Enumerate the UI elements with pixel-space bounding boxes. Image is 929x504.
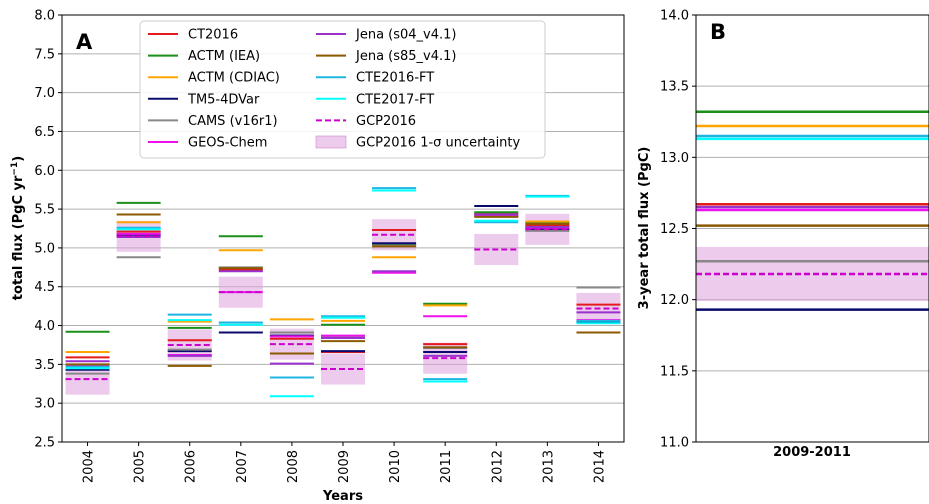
panel-b-y-axis-label: 3-year total flux (PgC) [637, 147, 652, 310]
x-tick-label: 2008 [286, 450, 301, 483]
y-tick-label: 13.0 [660, 151, 689, 166]
y-tick-label: 7.0 [34, 86, 55, 101]
series-cte2017-ft [65, 189, 621, 398]
panel-a-y-ticks: 2.5 3.0 3.5 4.0 4.5 5.0 5.5 6.0 6.5 7.0 7.5 8.0 [34, 9, 62, 451]
legend-item-ct2016: CT2016 [148, 28, 238, 43]
y-tick-label: 5.0 [34, 241, 55, 256]
legend-item-geos-chem: GEOS-Chem [148, 136, 267, 151]
legend-item-gcp2016-1-uncertainty: GCP2016 1-σ uncertainty [315, 135, 521, 151]
y-tick-label: 12.0 [660, 293, 689, 308]
y-tick-label: 7.5 [34, 47, 55, 62]
legend-label: ACTM (IEA) [188, 49, 260, 64]
panel-b-x-axis-label: 2009-2011 [773, 445, 851, 460]
y-tick-label: 4.5 [34, 280, 55, 295]
y-tick-label: 11.5 [660, 364, 689, 379]
legend-label: CT2016 [188, 28, 238, 43]
legend-label: CTE2016-FT [356, 71, 434, 86]
legend-item-actm-cdiac: ACTM (CDIAC) [148, 71, 280, 86]
panel-b-gridlines [696, 85, 929, 372]
legend-label: CTE2017-FT [356, 92, 434, 107]
legend-item-cte2016-ft: CTE2016-FT [316, 71, 434, 86]
legend: CT2016 ACTM (IEA) ACTM (CDIAC) TM5-4DVar CAM… [139, 20, 546, 159]
y-tick-label: 8.0 [34, 9, 55, 24]
panel-a-y-axis-label: total flux (PgC yr−1) [10, 156, 26, 300]
legend-label: ACTM (CDIAC) [188, 71, 280, 86]
y-tick-label: 6.0 [34, 164, 55, 179]
legend-label: GCP2016 1-σ uncertainty [356, 136, 521, 151]
x-tick-label: 2013 [541, 450, 556, 483]
series-gcp2016 [65, 228, 621, 381]
y-tick-label: 5.5 [34, 203, 55, 218]
x-tick-label: 2006 [184, 450, 199, 483]
legend-item-jena-s04-v4-1: Jena (s04_v4.1) [316, 28, 457, 43]
panel-b-y-ticks: 11.0 11.5 12.0 12.5 13.0 13.5 14.0 [660, 9, 696, 451]
x-tick-label: 2010 [388, 450, 403, 483]
panel-a: 2.5 3.0 3.5 4.0 4.5 5.0 5.5 6.0 6.5 7.0 7.5 8.0 200… [10, 9, 625, 504]
legend-item-jena-s85-v4-1: Jena (s85_v4.1) [316, 49, 457, 64]
x-tick-label: 2011 [439, 450, 454, 483]
x-tick-label: 2005 [133, 450, 148, 483]
legend-label: Jena (s85_v4.1) [355, 49, 457, 64]
legend-item-gcp2016: GCP2016 [316, 114, 416, 129]
legend-item-actm-iea: ACTM (IEA) [148, 49, 260, 64]
legend-box [139, 20, 546, 159]
legend-label: TM5-4DVar [187, 92, 260, 107]
x-tick-label: 2007 [235, 450, 250, 483]
series-ct2016 [65, 212, 621, 359]
x-tick-label: 2009 [337, 450, 352, 483]
panel-b: 11.0 11.5 12.0 12.5 13.0 13.5 14.0 B 2009-2011… [637, 9, 929, 460]
y-tick-label: 12.5 [660, 222, 689, 237]
legend-item-cams-v16r1: CAMS (v16r1) [148, 114, 278, 129]
panel-a-letter: A [76, 30, 93, 54]
y-tick-label: 3.0 [34, 397, 55, 412]
legend-swatch [315, 135, 347, 149]
panel-b-letter: B [710, 20, 726, 44]
legend-item-tm5-4dvar: TM5-4DVar [148, 92, 260, 107]
panel-a-series [65, 187, 621, 398]
legend-label: GEOS-Chem [188, 136, 267, 151]
legend-item-cte2017-ft: CTE2017-FT [316, 92, 434, 107]
legend-label: Jena (s04_v4.1) [355, 28, 457, 43]
y-tick-label: 6.5 [34, 125, 55, 140]
y-tick-label: 2.5 [34, 436, 55, 451]
panel-a-uncertainty-bands [65, 213, 621, 395]
y-tick-label: 14.0 [660, 9, 689, 24]
x-tick-label: 2004 [82, 450, 97, 483]
y-tick-label: 13.5 [660, 80, 689, 95]
x-tick-label: 2014 [592, 450, 607, 483]
panel-a-x-ticks: 2004 2005 2006 2007 2008 2009 2010 2011 2012 2013… [82, 442, 607, 483]
legend-label: GCP2016 [356, 114, 416, 129]
panel-a-x-axis-label: Years [322, 489, 363, 504]
legend-label: CAMS (v16r1) [188, 114, 278, 129]
panel-b-series [696, 110, 929, 311]
series-jena-s85-v4-1 [65, 213, 621, 367]
y-tick-label: 4.0 [34, 319, 55, 334]
x-tick-label: 2012 [490, 450, 505, 483]
y-tick-label: 3.5 [34, 358, 55, 373]
y-tick-label: 11.0 [660, 436, 689, 451]
